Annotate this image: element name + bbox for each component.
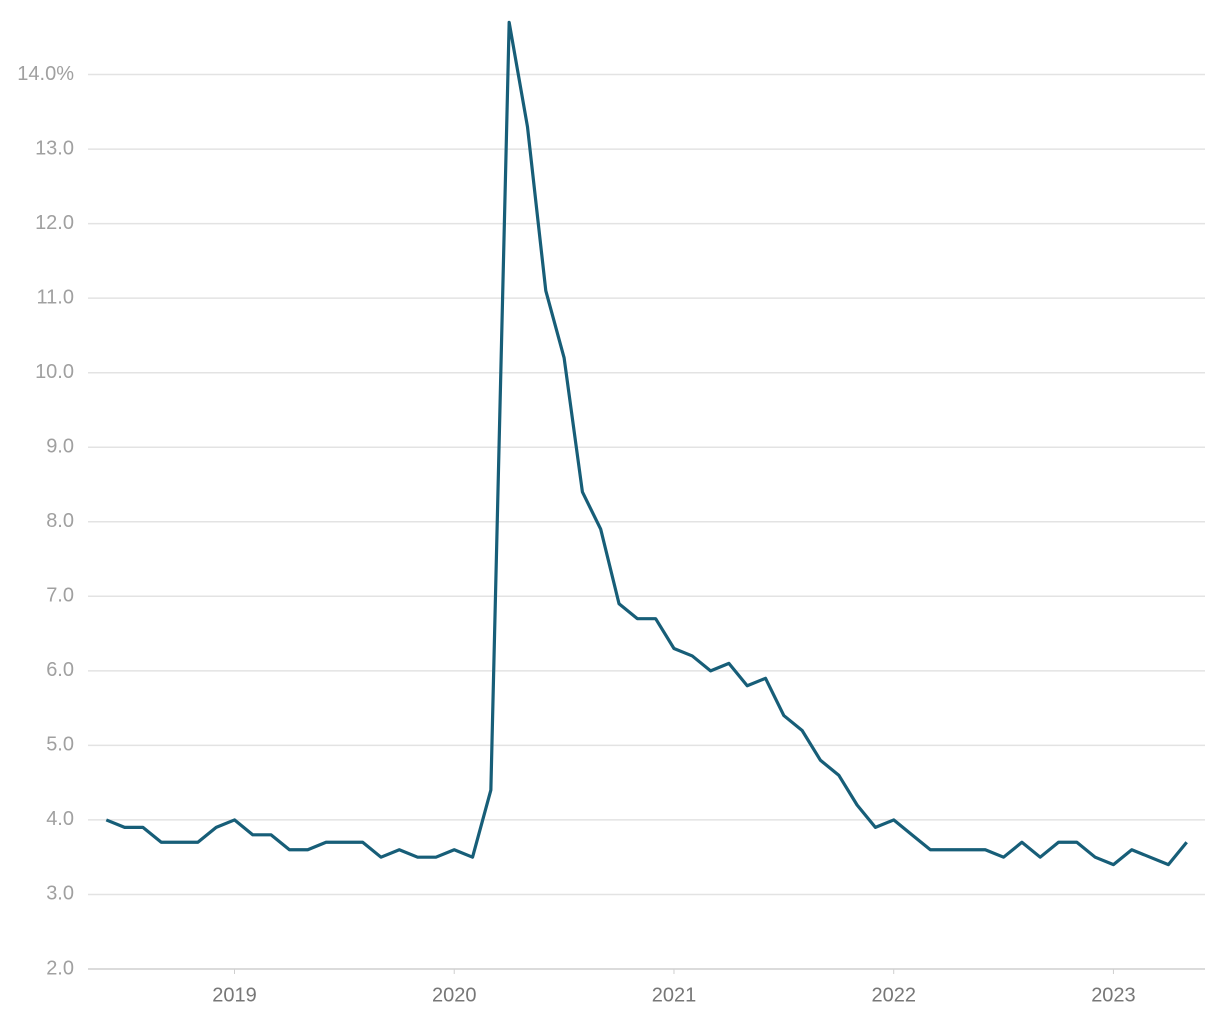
y-tick-label: 5.0 <box>46 734 74 756</box>
y-tick-label: 13.0 <box>35 137 74 159</box>
x-tick-label: 2021 <box>652 984 697 1006</box>
y-tick-label: 6.0 <box>46 659 74 681</box>
x-tick-label: 2022 <box>871 984 916 1006</box>
x-tick-label: 2023 <box>1091 984 1136 1006</box>
y-tick-label: 3.0 <box>46 883 74 905</box>
data-line <box>105 20 1188 867</box>
y-tick-label: 10.0 <box>35 361 74 383</box>
y-tick-label: 14.0% <box>17 63 74 85</box>
x-tick-label: 2020 <box>432 984 477 1006</box>
y-tick-label: 4.0 <box>46 808 74 830</box>
x-tick-label: 2019 <box>212 984 257 1006</box>
y-tick-label: 7.0 <box>46 585 74 607</box>
y-tick-label: 9.0 <box>46 436 74 458</box>
y-tick-label: 12.0 <box>35 212 74 234</box>
y-tick-label: 11.0 <box>37 286 74 308</box>
y-tick-label: 8.0 <box>46 510 74 532</box>
y-tick-label: 2.0 <box>46 957 74 979</box>
